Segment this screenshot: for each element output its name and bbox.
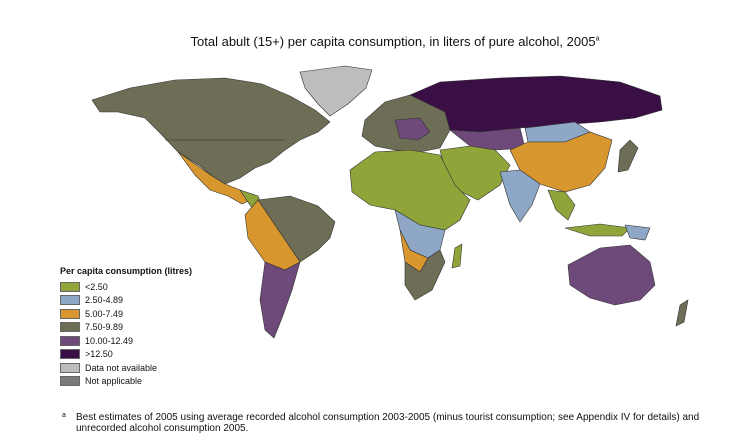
footnote: a Best estimates of 2005 using average r… (62, 412, 722, 434)
region (675, 299, 689, 327)
region (567, 244, 656, 306)
region (499, 169, 541, 223)
legend-label: 5.00-7.49 (85, 308, 124, 319)
region (624, 224, 651, 241)
legend-swatch (60, 349, 80, 360)
legend-label: 10.00-12.49 (85, 335, 134, 346)
legend-item: 7.50-9.89 (60, 321, 192, 335)
legend-swatch (60, 295, 80, 306)
legend: Per capita consumption (litres) <2.50 2.5… (60, 266, 192, 388)
legend-label: >12.50 (85, 349, 113, 360)
legend-swatch (60, 376, 80, 387)
footnote-text: Best estimates of 2005 using average rec… (76, 412, 700, 434)
legend-item: 5.00-7.49 (60, 307, 192, 321)
legend-item: Data not available (60, 361, 192, 375)
region (394, 117, 431, 141)
region (299, 65, 373, 117)
legend-items: <2.50 2.50-4.89 5.00-7.49 7.50-9.89 10.00-12… (60, 280, 192, 388)
region (257, 195, 336, 263)
legend-label: 2.50-4.89 (85, 295, 124, 306)
region (259, 261, 301, 339)
footnote-marker: a (62, 412, 66, 419)
region (349, 149, 471, 231)
region (177, 151, 251, 205)
map-title: Total abult (15+) per capita consumption… (0, 34, 750, 49)
legend-item: Not applicable (60, 375, 192, 389)
legend-item: 2.50-4.89 (60, 294, 192, 308)
title-note: a (595, 35, 600, 43)
legend-item: >12.50 (60, 348, 192, 362)
region (91, 77, 331, 185)
legend-item: 10.00-12.49 (60, 334, 192, 348)
title-text: Total abult (15+) per capita consumption… (190, 34, 596, 49)
legend-swatch (60, 281, 80, 292)
region (451, 243, 463, 269)
region (449, 127, 526, 151)
legend-swatch (60, 335, 80, 346)
region (564, 223, 631, 237)
legend-swatch (60, 362, 80, 373)
legend-title: Per capita consumption (litres) (60, 266, 193, 276)
legend-item: <2.50 (60, 280, 192, 294)
region (547, 189, 576, 221)
region (404, 249, 446, 301)
legend-label: Data not available (85, 362, 158, 373)
legend-label: 7.50-9.89 (85, 322, 124, 333)
legend-swatch (60, 308, 80, 319)
legend-label: Not applicable (85, 376, 143, 387)
region (617, 139, 639, 173)
legend-swatch (60, 322, 80, 333)
legend-label: <2.50 (85, 281, 108, 292)
